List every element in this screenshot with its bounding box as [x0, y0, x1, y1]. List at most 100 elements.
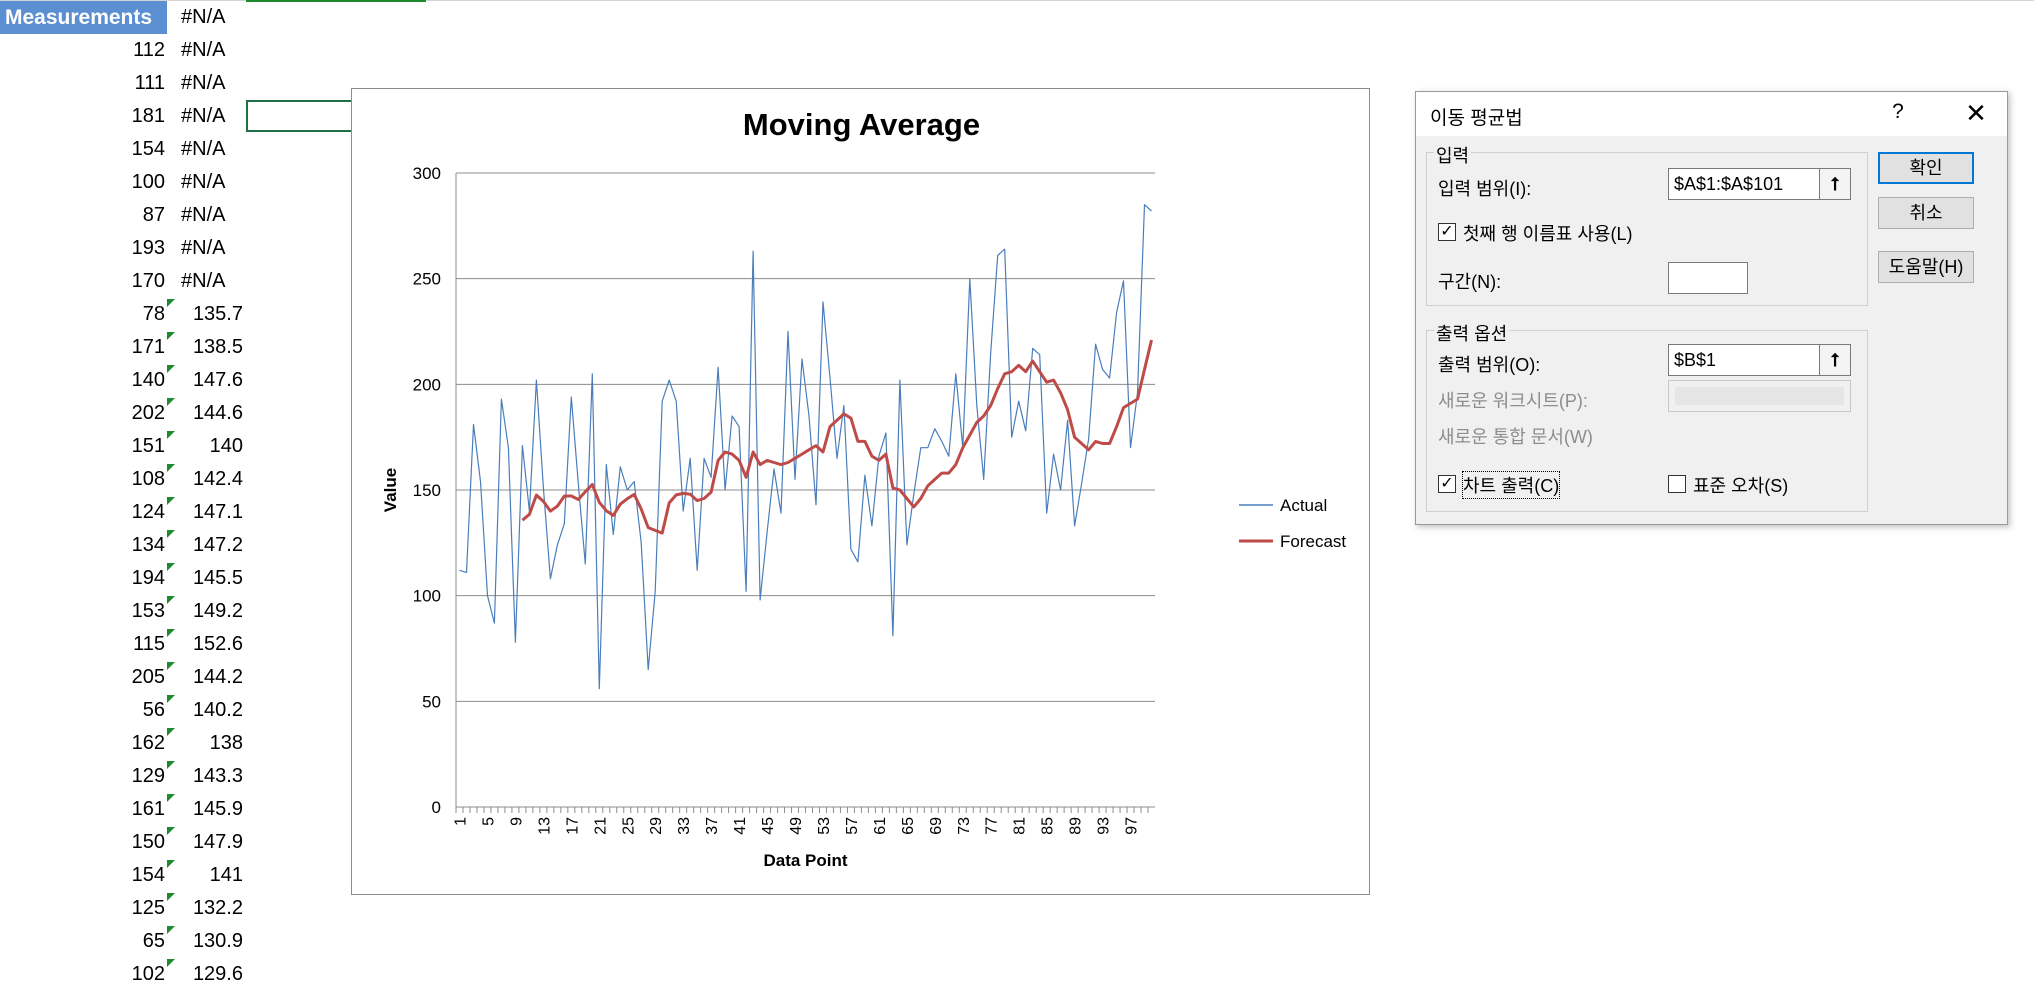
first-row-labels-label[interactable]: 첫째 행 이름표 사용(L) — [1463, 224, 1633, 244]
cell[interactable]: 87 — [142, 204, 165, 226]
error-indicator-icon[interactable] — [167, 332, 175, 340]
cell[interactable]: 142.4 — [192, 468, 243, 490]
cell[interactable]: 149.2 — [192, 600, 243, 622]
cell[interactable]: #N/A — [181, 105, 226, 127]
error-indicator-icon[interactable] — [167, 893, 175, 901]
cell[interactable]: 56 — [142, 699, 165, 721]
cell[interactable]: 140 — [209, 435, 243, 457]
cell[interactable]: 124 — [131, 501, 165, 523]
cell[interactable]: 130.9 — [192, 930, 243, 952]
cell[interactable]: 140 — [131, 369, 165, 391]
selected-cell[interactable] — [246, 100, 354, 132]
output-range-field[interactable]: $B$1 ⭡ — [1668, 344, 1851, 376]
error-indicator-icon[interactable] — [167, 695, 175, 703]
standard-error-label[interactable]: 표준 오차(S) — [1693, 476, 1789, 496]
cell[interactable]: 193 — [131, 237, 165, 259]
error-indicator-icon[interactable] — [167, 530, 175, 538]
cell[interactable]: 135.7 — [192, 303, 243, 325]
error-indicator-icon[interactable] — [167, 959, 175, 967]
cell[interactable]: 129 — [131, 765, 165, 787]
cell[interactable]: 161 — [131, 798, 165, 820]
chart-output-label[interactable]: 차트 출력(C) — [1461, 471, 1561, 499]
cell[interactable]: #N/A — [181, 138, 226, 160]
cell[interactable]: #N/A — [181, 204, 226, 226]
cell[interactable]: #N/A — [181, 270, 226, 292]
cell[interactable]: 112 — [133, 39, 165, 61]
cell[interactable]: 145.9 — [192, 798, 243, 820]
collapse-dialog-icon[interactable]: ⭡ — [1819, 345, 1850, 375]
cell[interactable]: 134 — [131, 534, 165, 556]
cell[interactable]: 194 — [131, 567, 165, 589]
cell[interactable]: #N/A — [181, 6, 226, 28]
standard-error-checkbox[interactable] — [1668, 475, 1686, 493]
error-indicator-icon[interactable] — [167, 761, 175, 769]
cell[interactable]: 181 — [131, 105, 165, 127]
error-indicator-icon[interactable] — [167, 431, 175, 439]
cell[interactable]: #N/A — [181, 72, 226, 94]
cell[interactable]: 153 — [131, 600, 165, 622]
help-button[interactable]: 도움말(H) — [1878, 251, 1974, 283]
cell[interactable]: 150 — [131, 831, 165, 853]
close-icon[interactable]: ✕ — [1965, 98, 1987, 128]
cell[interactable]: 78 — [142, 303, 165, 325]
cell[interactable]: 144.6 — [192, 402, 243, 424]
cell[interactable]: 147.1 — [192, 501, 243, 523]
error-indicator-icon[interactable] — [167, 794, 175, 802]
error-indicator-icon[interactable] — [167, 464, 175, 472]
cell[interactable]: 141 — [209, 864, 243, 886]
cell[interactable]: 147.9 — [192, 831, 243, 853]
cell[interactable]: 154 — [131, 138, 165, 160]
dialog-titlebar[interactable]: 이동 평균법 ? ✕ — [1416, 92, 2007, 136]
cell[interactable]: 115 — [133, 633, 165, 655]
cell[interactable]: 202 — [131, 402, 165, 424]
cell[interactable]: 205 — [131, 666, 165, 688]
cell[interactable]: #N/A — [181, 237, 226, 259]
cell[interactable]: 171 — [131, 336, 165, 358]
error-indicator-icon[interactable] — [167, 728, 175, 736]
cell[interactable]: 111 — [134, 72, 165, 94]
cell[interactable]: 132.2 — [192, 897, 243, 919]
cell[interactable]: 108 — [131, 468, 165, 490]
collapse-dialog-icon[interactable]: ⭡ — [1819, 169, 1850, 199]
help-icon[interactable]: ? — [1892, 100, 1904, 123]
input-range-field[interactable]: $A$1:$A$101 ⭡ — [1668, 168, 1851, 200]
error-indicator-icon[interactable] — [167, 596, 175, 604]
cell[interactable]: 145.5 — [192, 567, 243, 589]
cell[interactable]: 138 — [209, 732, 243, 754]
cell[interactable]: 154 — [131, 864, 165, 886]
cell[interactable]: 100 — [131, 171, 165, 193]
ok-button[interactable]: 확인 — [1878, 152, 1974, 184]
first-row-labels-checkbox[interactable]: ✓ — [1438, 223, 1456, 241]
cell[interactable]: 138.5 — [192, 336, 243, 358]
error-indicator-icon[interactable] — [167, 926, 175, 934]
cell[interactable]: 162 — [131, 732, 165, 754]
cell[interactable]: 147.2 — [192, 534, 243, 556]
error-indicator-icon[interactable] — [167, 398, 175, 406]
cell[interactable]: 129.6 — [192, 963, 243, 985]
column-header-cell[interactable]: Measurements — [0, 1, 167, 34]
error-indicator-icon[interactable] — [167, 827, 175, 835]
error-indicator-icon[interactable] — [167, 365, 175, 373]
cell[interactable]: 125 — [131, 897, 165, 919]
cell[interactable]: 170 — [131, 270, 165, 292]
chart-output-checkbox[interactable]: ✓ — [1438, 475, 1456, 493]
cell[interactable]: #N/A — [181, 39, 226, 61]
cell[interactable]: 151 — [131, 435, 165, 457]
cell[interactable]: 152.6 — [192, 633, 243, 655]
cell[interactable]: 140.2 — [192, 699, 243, 721]
error-indicator-icon[interactable] — [167, 299, 175, 307]
cell[interactable]: 65 — [142, 930, 165, 952]
cell[interactable]: #N/A — [181, 171, 226, 193]
error-indicator-icon[interactable] — [167, 629, 175, 637]
cell[interactable]: 144.2 — [192, 666, 243, 688]
cell[interactable]: 147.6 — [192, 369, 243, 391]
cell[interactable]: 143.3 — [192, 765, 243, 787]
interval-input[interactable] — [1668, 262, 1748, 294]
cell[interactable]: 102 — [131, 963, 165, 985]
moving-average-chart[interactable]: Moving Average 0 50 100 150 200 250 300 1 5 9 13 17… — [351, 88, 1370, 895]
error-indicator-icon[interactable] — [167, 497, 175, 505]
error-indicator-icon[interactable] — [167, 662, 175, 670]
moving-average-dialog[interactable]: 이동 평균법 ? ✕ 입력 입력 범위(I): $A$1:$A$101 ⭡ ✓ … — [1415, 91, 2008, 525]
error-indicator-icon[interactable] — [167, 563, 175, 571]
